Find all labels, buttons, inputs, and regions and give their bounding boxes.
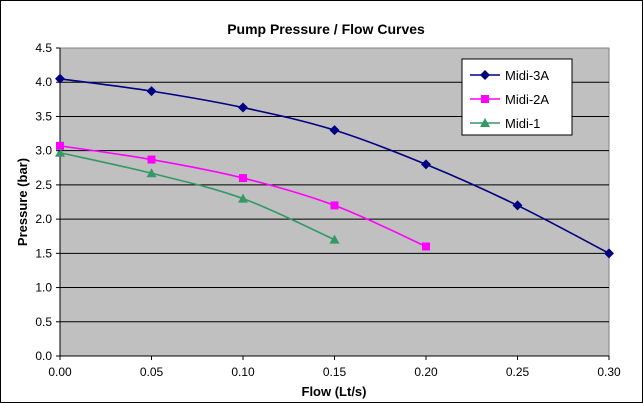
x-tick-label: 0.05 bbox=[140, 365, 164, 379]
series-midi-2a bbox=[56, 141, 430, 251]
data-point-midi-3a bbox=[55, 73, 65, 84]
legend-marker-midi-1 bbox=[480, 118, 490, 127]
series-midi-3a bbox=[55, 73, 614, 259]
legend-label-midi-2a: Midi-2A bbox=[505, 92, 549, 107]
legend-label-midi-1: Midi-1 bbox=[505, 116, 540, 131]
data-point-midi-2a bbox=[147, 155, 156, 164]
legend-marker-midi-3a bbox=[480, 70, 490, 80]
x-tick-label: 0.20 bbox=[414, 365, 438, 379]
data-point-midi-3a bbox=[146, 86, 157, 97]
x-tick-label: 0.15 bbox=[323, 365, 347, 379]
y-tick-label: 3.0 bbox=[35, 144, 52, 158]
series-layer bbox=[55, 73, 614, 259]
legend-marker-midi-2a bbox=[481, 95, 489, 103]
y-tick-label: 4.5 bbox=[35, 41, 52, 55]
y-tick-label: 0.5 bbox=[35, 315, 52, 329]
data-point-midi-2a bbox=[239, 174, 247, 183]
y-tick-label: 2.0 bbox=[35, 212, 52, 226]
data-point-midi-1 bbox=[146, 168, 157, 178]
chart-title: Pump Pressure / Flow Curves bbox=[227, 21, 425, 37]
data-point-midi-2a bbox=[56, 141, 64, 150]
data-point-midi-3a bbox=[329, 125, 340, 136]
y-axis-ticks: 0.0 0.5 1.0 1.5 2.0 2.5 3.0 3.5 4.0 4.5 bbox=[35, 41, 60, 363]
y-tick-label: 0.0 bbox=[35, 349, 52, 363]
x-tick-label: 0.10 bbox=[231, 365, 255, 379]
data-point-midi-3a bbox=[421, 159, 431, 170]
x-tick-label: 0.25 bbox=[506, 365, 530, 379]
x-tick-label: 0.00 bbox=[48, 365, 72, 379]
legend-item-midi-2a: Midi-2A bbox=[470, 92, 549, 107]
y-tick-label: 1.0 bbox=[35, 281, 52, 295]
data-point-midi-3a bbox=[604, 248, 614, 259]
y-tick-label: 4.0 bbox=[35, 75, 52, 89]
series-midi-1 bbox=[55, 147, 340, 244]
x-tick-label: 0.30 bbox=[597, 365, 621, 379]
series-line-midi-1 bbox=[59, 151, 335, 241]
data-point-midi-1 bbox=[238, 193, 248, 203]
y-tick-label: 3.5 bbox=[35, 109, 52, 123]
legend-item-midi-1: Midi-1 bbox=[470, 116, 540, 131]
legend: Midi-3A Midi-2A Midi-1 bbox=[461, 58, 573, 136]
legend-item-midi-3a: Midi-3A bbox=[470, 68, 549, 83]
data-point-midi-1 bbox=[55, 147, 65, 157]
data-point-midi-3a bbox=[238, 102, 248, 113]
legend-label-midi-3a: Midi-3A bbox=[505, 68, 549, 83]
data-point-midi-3a bbox=[512, 200, 523, 211]
data-point-midi-2a bbox=[422, 242, 430, 251]
x-axis-label: Flow (Lt/s) bbox=[302, 384, 367, 399]
data-point-midi-1 bbox=[329, 234, 340, 244]
y-tick-label: 2.5 bbox=[35, 178, 52, 192]
y-tick-label: 1.5 bbox=[35, 246, 52, 260]
data-point-midi-2a bbox=[330, 201, 339, 210]
x-axis-ticks: 0.00 0.05 0.10 0.15 0.20 0.25 0.30 bbox=[48, 356, 621, 379]
y-axis-label: Pressure (bar) bbox=[15, 158, 30, 246]
